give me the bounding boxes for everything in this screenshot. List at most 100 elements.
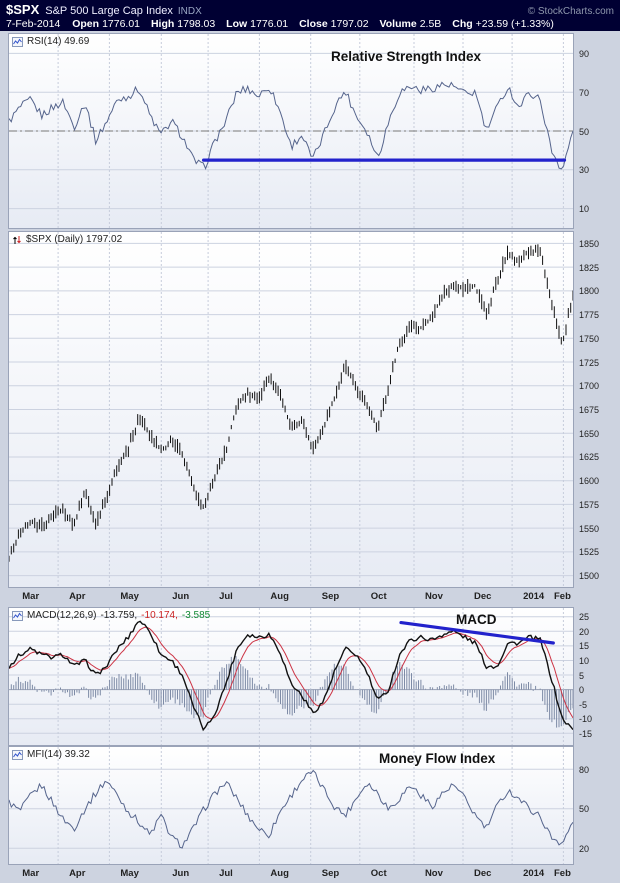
macd-yaxis: 25 20 15 10 5 0 -5 -10 -15 xyxy=(575,607,620,746)
y-tick-label: 1525 xyxy=(579,547,600,558)
y-tick-label: 30 xyxy=(579,165,590,176)
y-tick-label: 15 xyxy=(579,641,590,652)
indicator-icon xyxy=(12,36,23,47)
month-label: Jun xyxy=(172,591,190,602)
y-tick-label: 20 xyxy=(579,843,590,854)
macd-line xyxy=(9,620,573,732)
y-tick-label: 1625 xyxy=(579,452,600,463)
macd-grid xyxy=(9,608,573,745)
month-label: Apr xyxy=(69,591,86,602)
month-label: Nov xyxy=(424,868,443,879)
chg-label: Chg xyxy=(452,18,473,30)
header-title-row: $SPX S&P 500 Large Cap Index INDX © Stoc… xyxy=(0,0,620,17)
copyright: © StockCharts.com xyxy=(527,6,614,17)
mfi-panel: MFI(14) 39.32 Money Flow Index xyxy=(8,746,574,865)
price-yaxis: 1850 1825 1800 1775 1750 1725 1700 1675 1650 1625… xyxy=(575,231,620,588)
month-label: Jul xyxy=(219,868,233,879)
mfi-label: MFI(14) 39.32 xyxy=(27,749,90,760)
high-value: 1798.03 xyxy=(177,18,216,30)
y-tick-label: 20 xyxy=(579,626,590,637)
price-legend: $SPX (Daily) 1797.02 xyxy=(12,234,122,245)
price-bars xyxy=(9,244,573,562)
month-label: May xyxy=(120,868,139,879)
indicator-icon xyxy=(12,749,23,760)
macd-legend: MACD(12,26,9) -13.759, -10.174, -3.585 xyxy=(12,610,210,621)
rsi-panel: RSI(14) 49.69 Relative Strength Index xyxy=(8,33,574,229)
open-value: 1776.01 xyxy=(102,18,141,30)
y-tick-label: 1600 xyxy=(579,476,600,487)
month-label: 2014 xyxy=(523,591,545,602)
high-label: High xyxy=(150,18,175,30)
y-tick-label: 70 xyxy=(579,87,590,98)
volume-label: Volume xyxy=(379,18,417,30)
price-label: $SPX (Daily) 1797.02 xyxy=(26,234,123,245)
y-tick-label: 1575 xyxy=(579,499,600,510)
month-label: Oct xyxy=(370,868,387,879)
month-label: Dec xyxy=(474,591,492,602)
y-tick-label: 1775 xyxy=(579,310,600,321)
month-label: Feb xyxy=(554,868,571,879)
rsi-plot xyxy=(9,34,573,228)
macd-histogram xyxy=(10,656,573,728)
y-tick-label: 50 xyxy=(579,126,590,137)
y-tick-label: 90 xyxy=(579,48,590,59)
y-tick-label: -5 xyxy=(579,699,588,710)
rsi-label: RSI(14) 49.69 xyxy=(27,36,90,47)
y-tick-label: 1800 xyxy=(579,286,600,297)
rsi-legend: RSI(14) 49.69 xyxy=(12,36,89,47)
y-tick-label: 1650 xyxy=(579,428,600,439)
chg-value: +23.59 (+1.33%) xyxy=(475,18,554,30)
month-label: Aug xyxy=(270,868,289,879)
price-xaxis: Mar Apr May Jun Jul Aug Sep Oct Nov Dec 2014 Feb xyxy=(8,588,574,606)
low-value: 1776.01 xyxy=(250,18,289,30)
quote-date: 7-Feb-2014 xyxy=(6,18,61,30)
index-name: S&P 500 Large Cap Index xyxy=(45,5,173,17)
header-quote-row: 7-Feb-2014 Open 1776.01 High 1798.03 Low 17… xyxy=(0,17,620,30)
macd-label: MACD(12,26,9) xyxy=(27,610,97,621)
month-label: Feb xyxy=(554,591,571,602)
y-tick-label: 1850 xyxy=(579,238,600,249)
mfi-series-line xyxy=(9,769,573,849)
price-grid xyxy=(9,232,573,587)
mfi-plot xyxy=(9,747,573,864)
y-tick-label: 25 xyxy=(579,612,590,623)
indicator-icon xyxy=(12,610,23,621)
y-tick-label: 1725 xyxy=(579,357,600,368)
month-label: Jun xyxy=(172,868,190,879)
y-tick-label: 1550 xyxy=(579,523,600,534)
y-tick-label: 5 xyxy=(579,670,585,681)
macd-signal-line xyxy=(9,626,573,720)
close-value: 1797.02 xyxy=(330,18,369,30)
macd-annotation: MACD xyxy=(456,612,497,627)
mfi-grid xyxy=(9,747,573,864)
macd-signal-value: -10.174, xyxy=(141,610,178,621)
y-tick-label: 1700 xyxy=(579,381,600,392)
month-label: Mar xyxy=(22,591,40,602)
mfi-annotation: Money Flow Index xyxy=(379,751,496,766)
y-tick-label: 80 xyxy=(579,764,590,775)
macd-panel: MACD(12,26,9) -13.759, -10.174, -3.585 M… xyxy=(8,607,574,746)
low-label: Low xyxy=(226,18,248,30)
macd-plot xyxy=(9,608,573,745)
month-label: Dec xyxy=(474,868,492,879)
y-tick-label: 1825 xyxy=(579,262,600,273)
y-tick-label: 1750 xyxy=(579,333,600,344)
exchange-label: INDX xyxy=(177,6,202,17)
y-tick-label: 10 xyxy=(579,655,590,666)
close-label: Close xyxy=(299,18,328,30)
month-label: 2014 xyxy=(523,868,545,879)
month-label: Apr xyxy=(69,868,86,879)
volume-value: 2.5B xyxy=(419,18,442,30)
month-label: Aug xyxy=(270,591,289,602)
open-label: Open xyxy=(72,18,100,30)
mfi-yaxis: 80 50 20 xyxy=(575,746,620,865)
price-plot xyxy=(9,232,573,587)
y-tick-label: 50 xyxy=(579,804,590,815)
month-label: Mar xyxy=(22,868,40,879)
chart-header: $SPX S&P 500 Large Cap Index INDX © Stoc… xyxy=(0,0,620,31)
y-tick-label: -10 xyxy=(579,714,593,725)
month-label: Nov xyxy=(424,591,443,602)
macd-blue-trendline xyxy=(399,621,555,645)
price-indicator-icon xyxy=(12,235,22,245)
rsi-yaxis: 90 70 50 30 10 xyxy=(575,33,620,229)
